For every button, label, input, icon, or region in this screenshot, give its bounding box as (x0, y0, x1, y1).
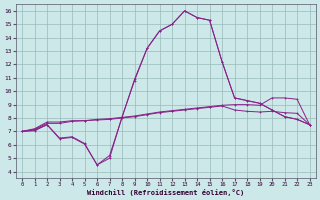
X-axis label: Windchill (Refroidissement éolien,°C): Windchill (Refroidissement éolien,°C) (87, 189, 244, 196)
